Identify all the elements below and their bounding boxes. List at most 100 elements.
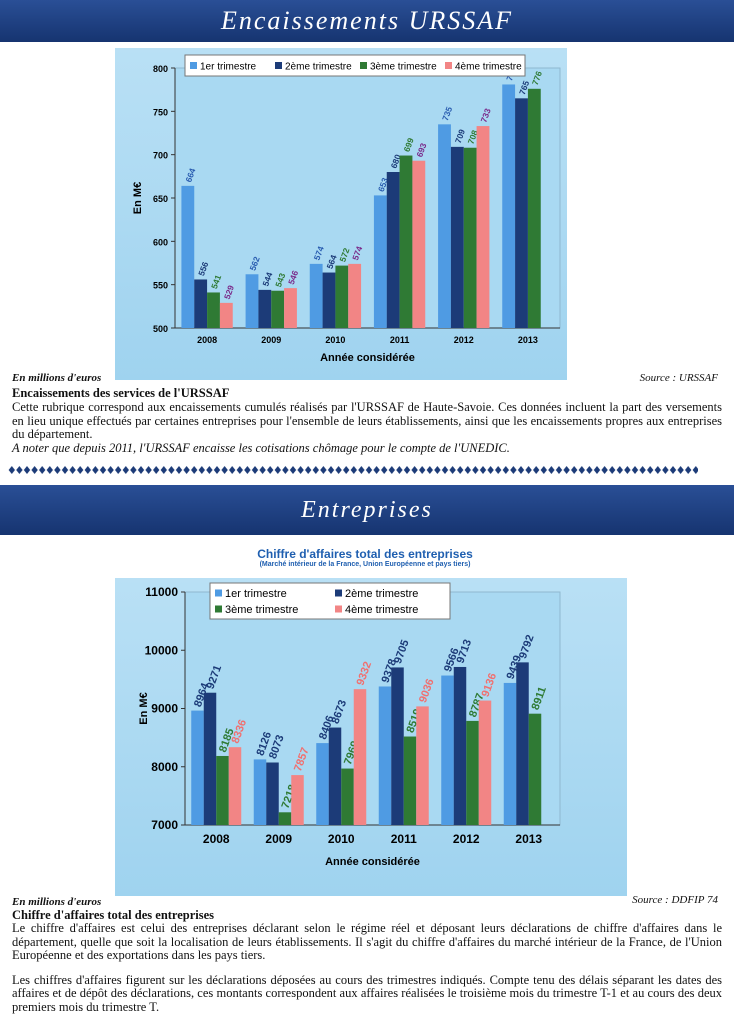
legend-swatch [275, 62, 282, 69]
y-tick-label: 650 [153, 194, 168, 204]
value-label: 709 [453, 128, 467, 145]
bar [322, 272, 336, 328]
value-label: 546 [286, 269, 300, 286]
text-block: Cette rubrique correspond aux encaisseme… [12, 400, 722, 455]
x-tick-label: 2011 [390, 335, 410, 345]
bar [516, 662, 529, 825]
y-tick-label: 800 [153, 64, 168, 74]
y-tick-label: 700 [153, 151, 168, 161]
legend-label: 2ème trimestre [285, 62, 352, 73]
bar [391, 667, 404, 825]
bar [253, 759, 267, 825]
x-tick-label: 2008 [197, 335, 217, 345]
note: A noter que depuis 2011, l'URSSAF encais… [12, 440, 510, 455]
value-label: 664 [183, 167, 197, 184]
bar [258, 289, 272, 328]
bar [228, 747, 242, 825]
y-tick-label: 8000 [151, 760, 178, 774]
bar [181, 185, 195, 328]
bar [476, 126, 490, 328]
x-tick-label: 2011 [391, 832, 417, 846]
bar [502, 84, 516, 328]
bar [271, 290, 285, 328]
y-axis-label: En M€ [138, 692, 150, 724]
plot-area [174, 67, 561, 329]
legend: 1er trimestre 2ème trimestre 3ème trimestr… [209, 582, 451, 620]
value-label: 543 [273, 271, 287, 288]
legend-label: 4ème trimestre [345, 604, 418, 616]
value-label: 529 [222, 284, 236, 301]
legend-label: 3ème trimestre [225, 604, 298, 616]
legend-swatch [445, 62, 452, 69]
separator [8, 464, 698, 476]
x-tick-label: 2013 [518, 335, 538, 345]
chart-subtitle: (Marché intérieur de la France, Union Eu… [259, 561, 471, 568]
bar [515, 98, 528, 328]
bar [378, 686, 392, 825]
bar [463, 147, 477, 328]
bar [503, 682, 517, 825]
bar [316, 743, 329, 825]
x-tick-label: 2012 [454, 335, 474, 345]
bar [527, 88, 541, 328]
legend-swatch [190, 62, 197, 69]
bar [341, 768, 354, 825]
value-label: 574 [350, 245, 364, 262]
y-tick-label: 500 [153, 324, 168, 334]
value-label: 574 [312, 245, 326, 262]
y-tick-label: 7000 [151, 818, 178, 832]
legend-swatch [215, 605, 222, 613]
bar [373, 195, 387, 328]
legend-swatch [360, 62, 367, 69]
x-tick-label: 2008 [203, 832, 230, 846]
bar [245, 274, 259, 328]
value-label: 733 [478, 107, 492, 124]
chart: 7000800090001000011000200889649271818583… [115, 578, 627, 896]
bar [386, 172, 400, 328]
bar [348, 263, 362, 328]
bar [441, 675, 454, 825]
y-tick-label: 750 [153, 107, 168, 117]
value-label: 765 [517, 79, 531, 96]
value-label: 735 [440, 105, 454, 122]
bar [403, 736, 417, 825]
x-tick-label: 2010 [325, 335, 345, 345]
value-label: 680 [389, 153, 403, 170]
unit-note: En millions d'euros [12, 896, 102, 908]
text-block: Le chiffre d'affaires est celui des entr… [12, 921, 722, 1014]
bar [191, 710, 204, 825]
bar [412, 160, 426, 328]
legend-swatch [335, 589, 342, 597]
x-axis-label: Année considérée [320, 352, 415, 364]
paragraph: Les chiffres d'affaires figurent sur les… [12, 972, 722, 1014]
value-label: 544 [260, 271, 274, 288]
x-tick-label: 2009 [265, 832, 292, 846]
bar [309, 263, 323, 328]
value-label: 572 [337, 246, 351, 263]
legend-swatch [335, 605, 342, 613]
bar [194, 279, 208, 328]
bar [353, 689, 367, 825]
value-label: 708 [466, 128, 480, 145]
legend-label: 1er trimestre [200, 62, 257, 73]
bar [453, 666, 467, 825]
legend-label: 3ème trimestre [370, 62, 437, 73]
bar [216, 755, 229, 825]
y-tick-label: 9000 [151, 702, 178, 716]
bar [335, 265, 349, 328]
value-label: 556 [196, 260, 210, 277]
bar [203, 692, 217, 825]
bar [207, 292, 220, 328]
x-tick-label: 2013 [515, 832, 542, 846]
bar [528, 713, 542, 825]
bar [450, 146, 464, 328]
legend-label: 4ème trimestre [455, 62, 522, 73]
bar [478, 700, 492, 825]
bar [328, 727, 342, 825]
y-tick-label: 550 [153, 281, 168, 291]
legend-box [184, 54, 526, 77]
x-axis-label: Année considérée [325, 856, 420, 868]
value-label: 699 [401, 136, 415, 153]
legend-swatch [215, 589, 222, 597]
bar [291, 775, 304, 825]
